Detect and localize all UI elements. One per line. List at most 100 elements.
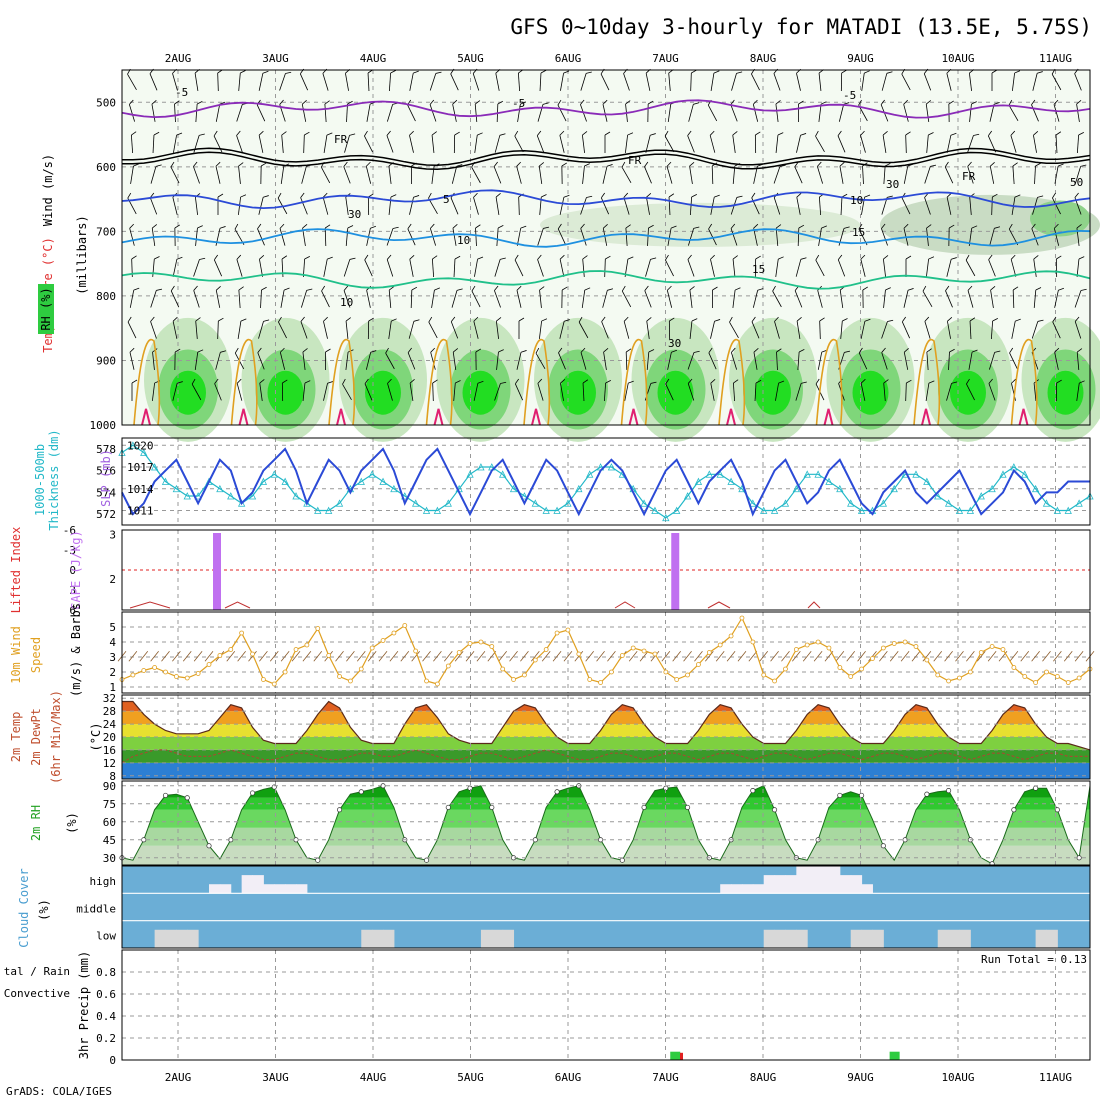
slp-marker [586,470,594,478]
wind-barb-flag [882,131,888,136]
wind-barb-flag [150,316,155,322]
temp-contour-spike [133,338,161,426]
wind-barb-shaft [191,383,202,401]
slp-marker [335,499,344,507]
cloud-low-bar [187,929,199,948]
rh-marker [750,788,756,794]
wind-barb-flag [326,132,333,136]
wind-barb-flag [621,285,626,292]
wind-barb-flag [708,223,713,230]
wind-barb-shaft [343,290,351,308]
wind-barb-shaft [1054,352,1059,370]
wind-barb-shaft [752,104,759,122]
surface-wind-barb [726,651,736,662]
wind-barb-shaft [559,135,565,153]
axis-title-speed: Speed [29,637,43,673]
wind-barb-flag [302,224,308,229]
wind-barb-flag [500,381,507,384]
wind-barb-flag [1076,348,1083,353]
wind-barb-shaft [989,166,995,184]
wind-barb-shaft [260,289,262,309]
wind-barb-shaft [815,259,825,277]
wind-barb [258,130,264,153]
y-tick-precip: 0.4 [96,1010,116,1023]
wind-barb [947,317,953,339]
wind-barb-shaft [990,320,994,340]
wind-barb-flag [586,195,593,198]
wind-barb-shaft [1010,135,1017,153]
wind-barb-flag [131,379,138,384]
wind-barb-shaft [926,351,929,371]
wind-barb-shaft [687,259,695,277]
wind-speed-marker [946,678,952,684]
wind-barb-shaft [193,259,200,277]
wind-barb [172,256,183,277]
wind-barb-shaft [453,258,456,278]
wind-barb-shaft [883,290,886,308]
wind-barb [819,317,825,340]
wind-barb-flag [777,132,784,136]
wind-barb-shaft [709,135,716,153]
wind-barb-shaft [687,383,695,401]
wind-barb-flag [535,347,540,354]
slp-marker [1031,484,1040,493]
wind-barb [236,254,243,277]
wind-barb-shaft [901,321,911,339]
rh-marker [141,837,147,843]
wind-barb-flag [755,255,761,260]
surface-wind-barb [857,651,866,662]
wind-barb [193,285,200,308]
surface-wind-barb [433,651,442,662]
wind-barb-shaft [840,320,843,340]
wind-speed-marker [1011,665,1017,670]
wind-barb-shaft [905,382,907,402]
wind-barb-flag [174,224,181,229]
axis-title-total-rain: tal / Rain [4,965,70,978]
wind-barb [1033,131,1039,153]
wind-barb-shaft [580,197,587,215]
wind-barb-shaft [238,166,241,184]
wind-barb [559,194,570,215]
wind-barb [689,318,698,339]
wind-barb [689,194,698,216]
wind-barb-shaft [989,104,995,122]
wind-barb-shaft [730,228,738,246]
wind-barb-shaft [602,104,608,122]
wind-barb-shaft [559,197,565,215]
wind-speed-marker [478,639,484,645]
wind-barb-shaft [257,352,265,370]
wind-barb-shaft [883,165,886,185]
y-tick-rh: 90 [103,780,116,793]
wind-barb [967,285,974,308]
wind-barb-flag [604,131,611,136]
cape-bar [213,533,221,610]
wind-barb [129,347,135,370]
wind-barb-flag [732,131,738,136]
wind-barb [558,347,566,370]
wind-barb-shaft [751,321,760,339]
wind-barb [837,254,846,277]
wind-barb-flag [454,255,461,260]
wind-barb-shaft [346,103,348,123]
wind-barb-shaft [345,352,349,370]
temp-contour-spike [328,338,356,426]
wind-barb [559,254,565,277]
wind-barb-shaft [324,227,327,247]
cloud-low-bar [361,929,373,948]
wind-barb-shaft [604,258,606,278]
wind-barb-shaft [925,104,930,122]
wind-barb-shaft [580,352,587,370]
wind-barb-shaft [625,351,628,371]
wind-barb-shaft [493,166,502,184]
slp-marker [499,470,507,478]
wind-barb-flag [236,130,241,136]
wind-barb [687,226,700,246]
wind-barb-shaft [407,352,416,370]
wind-barb [776,348,782,371]
wind-barb [561,286,568,309]
wind-barb [258,319,270,339]
contour-label: -5 [512,97,525,110]
wind-barb-flag [475,224,481,229]
slp-marker [357,477,365,485]
wind-barb [1076,256,1085,277]
